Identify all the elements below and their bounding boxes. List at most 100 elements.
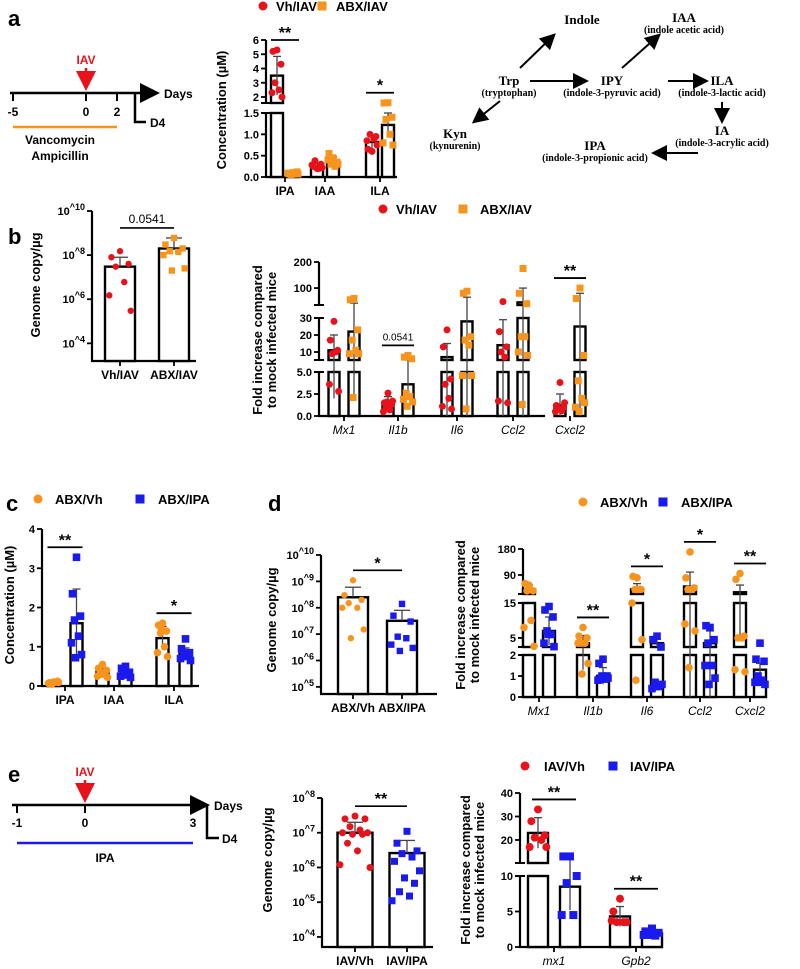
- data-point: [711, 674, 719, 682]
- y-tick-label: 3: [253, 78, 259, 90]
- y-axis-label: to mock infected mice: [472, 802, 487, 939]
- data-point: [551, 408, 559, 416]
- data-point: [559, 852, 568, 861]
- panel-label-a: a: [8, 6, 21, 31]
- data-point: [736, 569, 744, 578]
- tick-label: 3: [190, 816, 197, 830]
- data-point: [335, 387, 343, 395]
- x-tick-label: IAA: [315, 184, 336, 198]
- data-point: [177, 644, 186, 653]
- y-tick-label: 10^10: [57, 202, 85, 218]
- data-point: [741, 668, 749, 676]
- legend-marker: [258, 1, 268, 11]
- data-point: [48, 679, 57, 688]
- data-point: [363, 137, 371, 145]
- y-tick-label: 5: [510, 633, 516, 645]
- data-point: [344, 839, 351, 847]
- data-point: [468, 372, 476, 380]
- data-point: [459, 289, 467, 297]
- data-point: [386, 130, 394, 138]
- data-point: [398, 850, 406, 858]
- y-tick-label: 90: [504, 570, 516, 582]
- y-axis-label: Concentration (µM): [214, 51, 229, 170]
- y-axis-label: to mock infected mice: [467, 547, 482, 684]
- data-point: [691, 627, 699, 635]
- data-point: [403, 402, 411, 410]
- chart-b_genome: 10^4 10^6 10^8 10^10 Vh/IAV ABX/IAV Genome cop…: [28, 202, 198, 382]
- x-tick-label: ABX/IAV: [150, 368, 198, 382]
- y-tick-label: 1: [510, 671, 516, 683]
- data-point: [515, 289, 523, 297]
- node-ia-full: (indole-3-acrylic acid): [675, 138, 769, 149]
- y-tick-label: 0.0: [244, 172, 259, 184]
- data-point: [578, 394, 586, 402]
- data-point: [576, 284, 584, 292]
- data-point: [579, 623, 587, 632]
- data-point: [180, 650, 189, 659]
- x-tick-label: IAV/IPA: [386, 954, 428, 968]
- data-point: [77, 650, 86, 659]
- data-point: [339, 829, 346, 837]
- data-point: [341, 591, 348, 599]
- data-point: [308, 161, 316, 169]
- data-point: [521, 579, 529, 588]
- data-point: [556, 379, 564, 387]
- data-point: [350, 294, 358, 302]
- data-point: [349, 394, 357, 402]
- data-point: [408, 853, 416, 861]
- y-tick-label: 0.5: [244, 151, 259, 163]
- x-tick-label: Ccl2: [501, 423, 525, 437]
- data-point: [181, 265, 188, 272]
- data-point: [160, 642, 169, 651]
- data-point: [704, 639, 712, 647]
- data-point: [391, 857, 398, 865]
- y-tick-label: 4: [29, 524, 36, 536]
- legend-label: ABX/IPA: [681, 495, 733, 510]
- data-point: [106, 292, 113, 299]
- data-point: [499, 298, 507, 306]
- legend-marker: [608, 761, 618, 771]
- data-point: [327, 160, 335, 168]
- data-point: [294, 170, 302, 178]
- y-tick-label: 15: [504, 598, 516, 610]
- x-tick-label: IAV/Vh: [336, 954, 374, 968]
- data-point: [558, 407, 566, 415]
- data-point: [284, 169, 292, 177]
- data-point: [706, 623, 714, 632]
- data-point: [751, 678, 759, 687]
- legend-marker: [578, 497, 588, 507]
- significance-label: *: [374, 555, 381, 572]
- y-tick-label: 10^6: [291, 652, 314, 668]
- data-point: [125, 260, 132, 268]
- significance-label: *: [171, 598, 178, 615]
- data-point: [162, 241, 169, 248]
- data-point: [116, 672, 125, 680]
- data-point: [584, 659, 592, 668]
- significance-label: **: [744, 549, 757, 566]
- data-point: [170, 234, 178, 242]
- data-point: [658, 680, 666, 689]
- y-tick-label: 4: [253, 64, 260, 76]
- data-point: [639, 930, 648, 939]
- x-tick-label: Mx1: [528, 704, 551, 718]
- data-point: [413, 847, 421, 855]
- data-point: [394, 633, 401, 640]
- y-tick-label: 10^8: [291, 599, 314, 615]
- x-tick-label: ABX/IPA: [378, 701, 426, 715]
- data-point: [495, 328, 503, 336]
- legend-label: Vh/IAV: [276, 0, 317, 14]
- tick-exponent: ^6: [304, 652, 314, 662]
- y-tick-label: 5: [507, 907, 513, 919]
- data-point: [181, 635, 190, 643]
- data-point: [349, 577, 357, 584]
- legend-marker: [520, 761, 530, 771]
- data-point: [685, 663, 693, 672]
- data-point: [760, 657, 768, 666]
- y-tick-label: 5: [253, 49, 259, 61]
- data-point: [388, 113, 396, 121]
- data-point: [120, 670, 129, 679]
- data-point: [572, 872, 581, 880]
- y-tick-label: 10^7: [292, 824, 315, 840]
- data-point: [366, 863, 374, 871]
- data-point: [386, 406, 394, 414]
